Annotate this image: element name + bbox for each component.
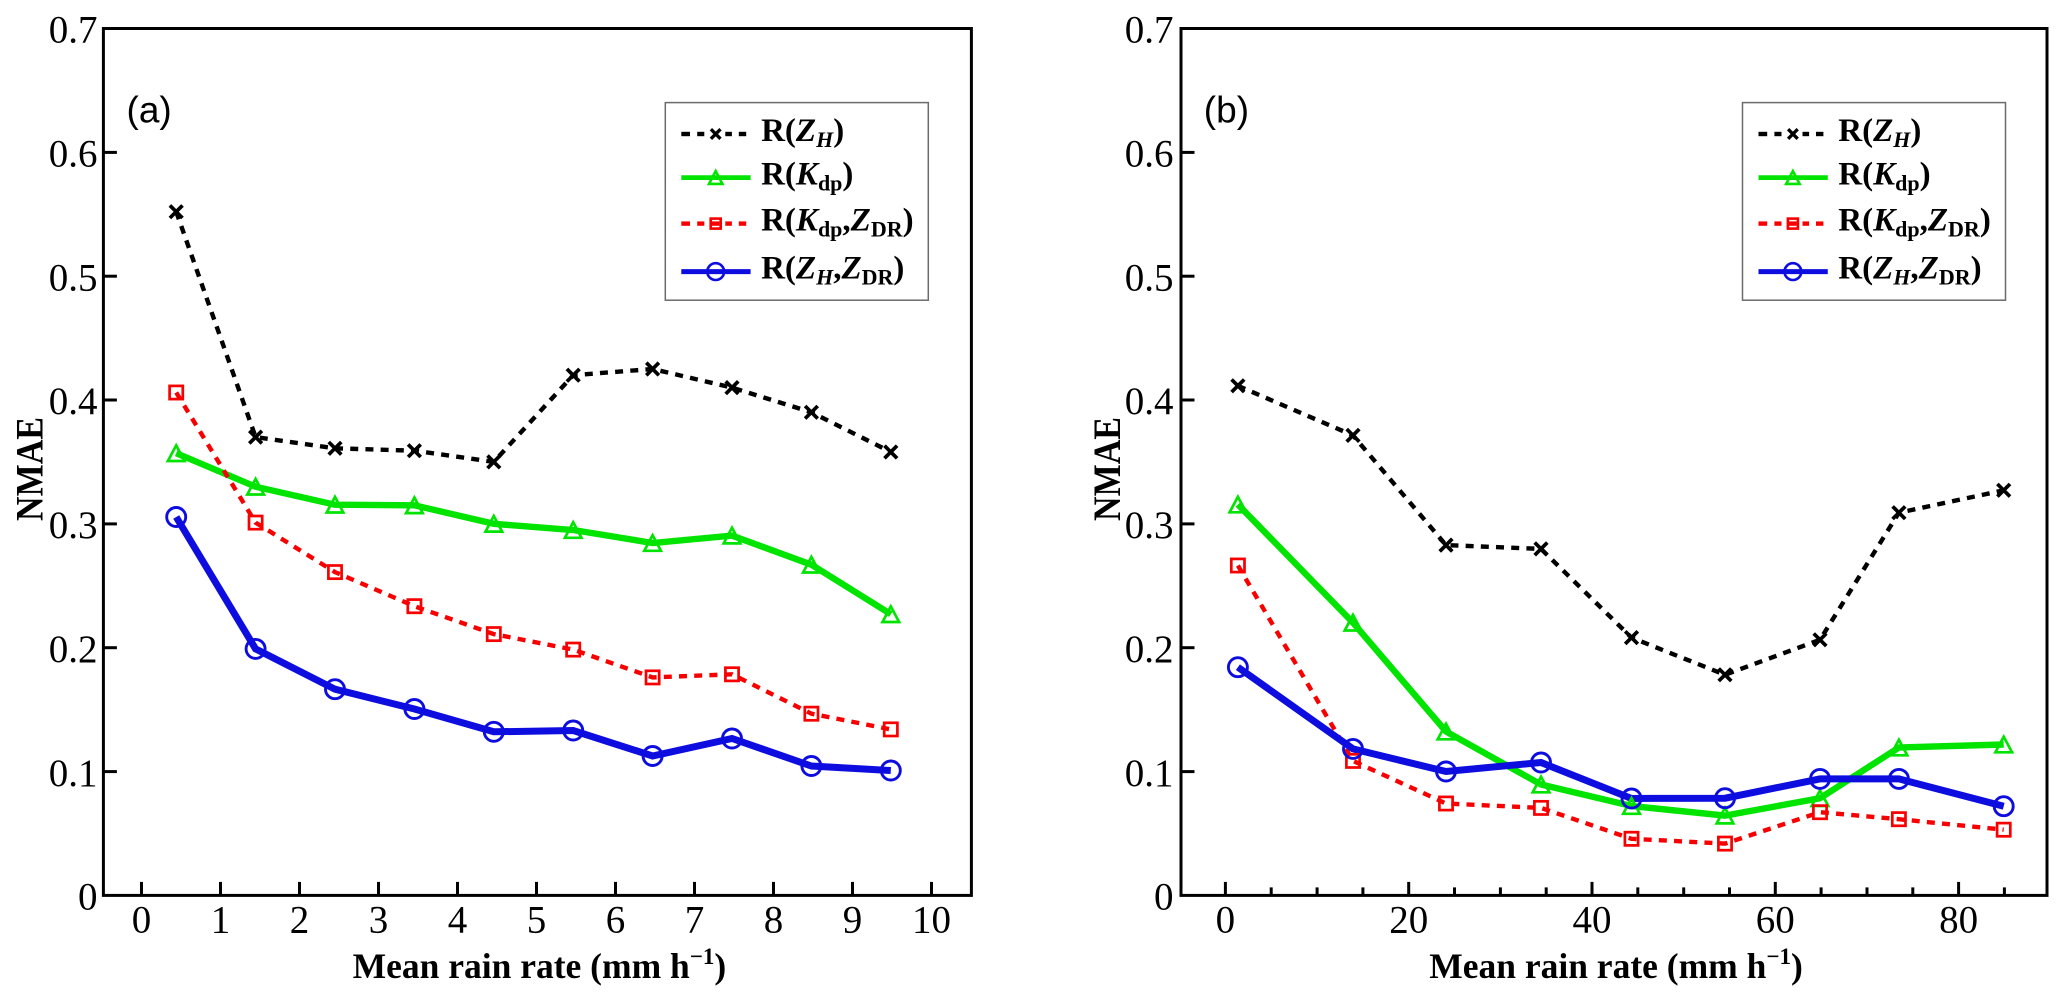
- svg-text:1: 1: [211, 899, 231, 942]
- svg-text:0.5: 0.5: [49, 256, 98, 299]
- svg-text:0.1: 0.1: [49, 752, 98, 795]
- svg-text:0.7: 0.7: [49, 9, 98, 52]
- svg-text:3: 3: [369, 899, 389, 942]
- svg-text:40: 40: [1573, 899, 1612, 942]
- svg-text:6: 6: [606, 899, 626, 942]
- svg-text:0.6: 0.6: [49, 133, 98, 176]
- svg-text:Mean rain rate (mm h−1): Mean rain rate (mm h−1): [1429, 944, 1803, 986]
- svg-text:60: 60: [1756, 899, 1795, 942]
- svg-text:Mean rain rate (mm h−1): Mean rain rate (mm h−1): [353, 944, 727, 986]
- svg-text:8: 8: [764, 899, 784, 942]
- svg-text:NMAE: NMAE: [1086, 417, 1129, 521]
- svg-text:9: 9: [843, 899, 863, 942]
- svg-text:0.7: 0.7: [1125, 9, 1174, 52]
- svg-text:(b): (b): [1204, 90, 1249, 131]
- svg-text:4: 4: [448, 899, 468, 942]
- svg-text:0.4: 0.4: [49, 380, 98, 423]
- svg-text:0.3: 0.3: [1125, 504, 1174, 547]
- svg-text:5: 5: [527, 899, 547, 942]
- svg-text:2: 2: [290, 899, 310, 942]
- svg-text:0: 0: [1154, 876, 1174, 919]
- svg-text:0.6: 0.6: [1125, 133, 1174, 176]
- svg-text:R(ZH,ZDR): R(ZH,ZDR): [1838, 251, 1981, 290]
- svg-text:80: 80: [1939, 899, 1978, 942]
- svg-text:7: 7: [685, 899, 705, 942]
- svg-text:0.1: 0.1: [1125, 752, 1174, 795]
- svg-text:0.3: 0.3: [49, 504, 98, 547]
- svg-text:10: 10: [912, 899, 951, 942]
- svg-text:NMAE: NMAE: [8, 417, 51, 521]
- svg-text:0: 0: [132, 899, 152, 942]
- svg-text:20: 20: [1389, 899, 1428, 942]
- svg-text:0: 0: [1216, 899, 1236, 942]
- svg-text:(a): (a): [127, 90, 172, 131]
- svg-text:0.5: 0.5: [1125, 256, 1174, 299]
- svg-text:0: 0: [78, 876, 98, 919]
- svg-text:0.4: 0.4: [1125, 380, 1174, 423]
- svg-text:0.2: 0.2: [49, 628, 98, 671]
- svg-text:0.2: 0.2: [1125, 628, 1174, 671]
